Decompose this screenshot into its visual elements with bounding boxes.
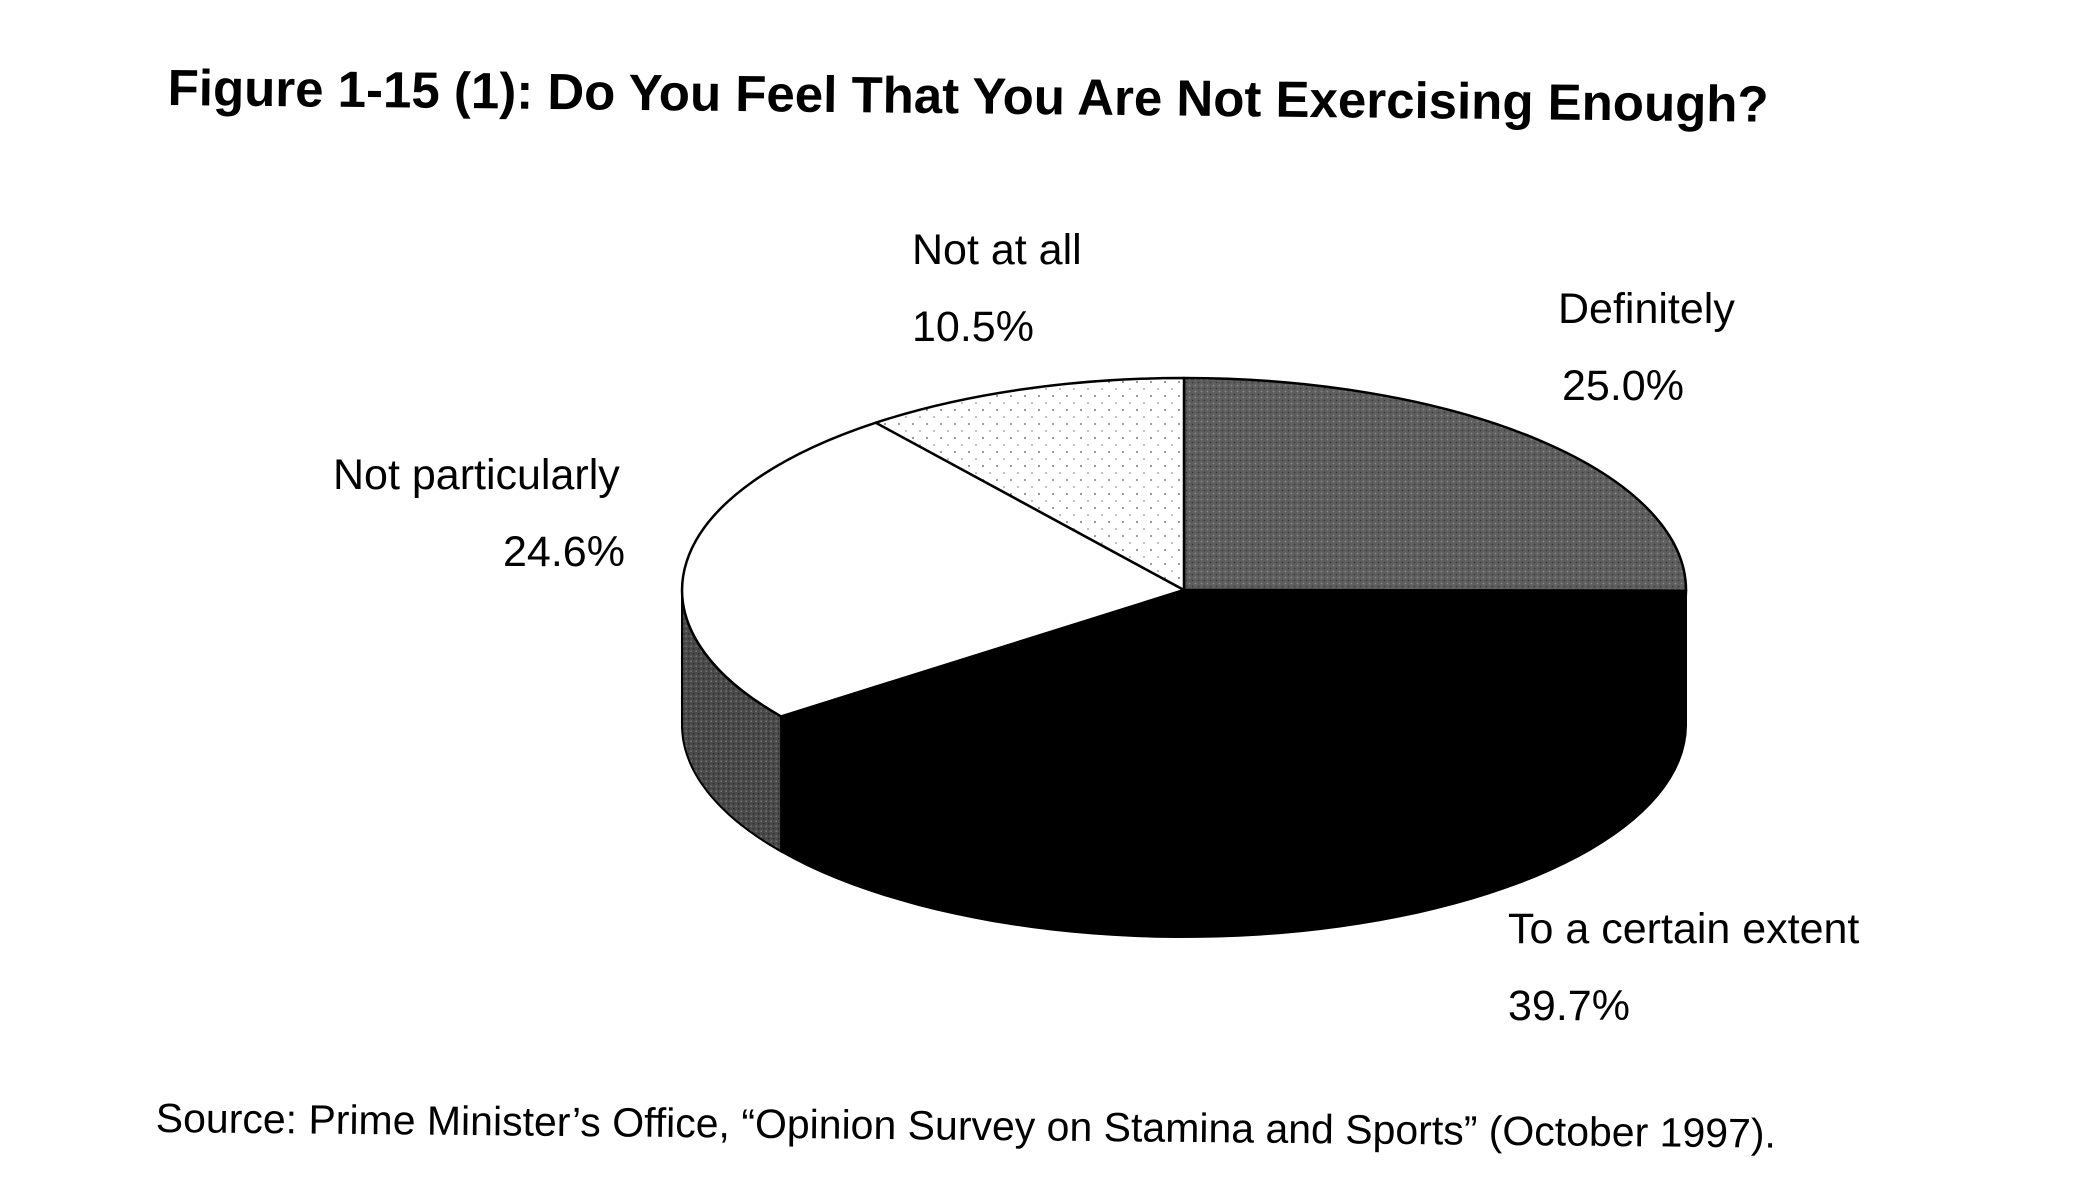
pie-slice-not-at-all xyxy=(874,376,1186,592)
pie-slice-not-particularly xyxy=(680,421,1186,718)
slice-name-not-particularly: Not particularly xyxy=(333,451,620,499)
slice-value-not-particularly: 24.6% xyxy=(503,528,625,576)
slice-value-not-at-all: 10.5% xyxy=(912,303,1034,351)
slice-label-definitely: Definitely 25.0% xyxy=(1558,288,1735,408)
slice-name-definitely: Definitely xyxy=(1558,285,1735,333)
slice-label-not-at-all: Not at all 10.5% xyxy=(912,229,1082,349)
slice-label-not-particularly: Not particularly 24.6% xyxy=(333,454,625,574)
slice-label-to-a-certain-extent: To a certain extent 39.7% xyxy=(1508,908,1859,1028)
pie-slice-definitely xyxy=(1182,376,1688,592)
slice-value-to-a-certain-extent: 39.7% xyxy=(1508,982,1630,1030)
pie-slice-to-a-certain-extent xyxy=(779,588,1688,804)
slice-name-to-a-certain-extent: To a certain extent xyxy=(1508,905,1860,953)
slice-name-not-at-all: Not at all xyxy=(912,226,1082,274)
slice-value-definitely: 25.0% xyxy=(1562,362,1684,410)
